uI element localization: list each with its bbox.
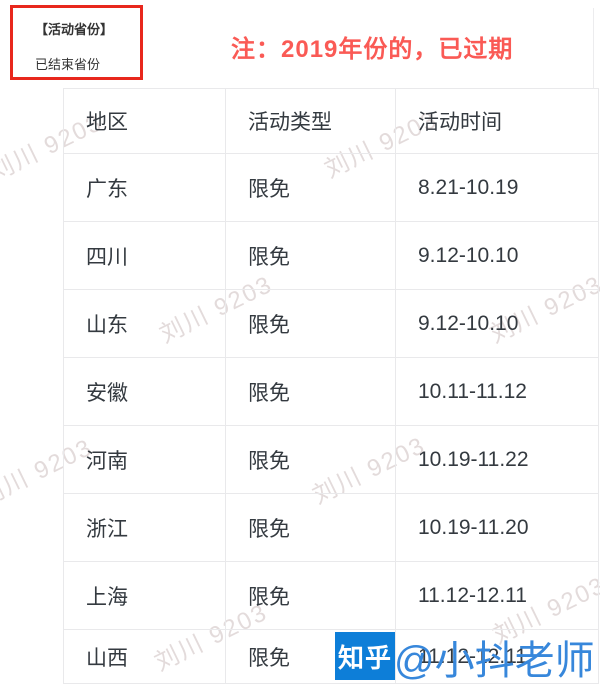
cell-type: 限免 <box>225 153 396 222</box>
highlight-box: 【活动省份】 已结束省份 <box>10 5 143 80</box>
header-activity-type: 活动类型 <box>225 88 396 154</box>
cell-time: 8.21-10.19 <box>395 153 599 222</box>
cell-time: 11.12-12.11 <box>395 561 599 630</box>
cell-region: 四川 <box>63 221 226 290</box>
cell-time: 10.19-11.20 <box>395 493 599 562</box>
cell-time: 11.12-12.11 <box>395 629 599 684</box>
zhihu-logo: 知乎 <box>335 632 395 680</box>
cell-type: 限免 <box>225 493 396 562</box>
header-region: 地区 <box>63 88 226 154</box>
table-row: 河南 限免 10.19-11.22 <box>63 425 599 494</box>
cell-type: 限免 <box>225 289 396 358</box>
activity-table-wrap: 地区 活动类型 活动时间 广东 限免 8.21-10.19 四川 限免 9.12… <box>63 88 599 684</box>
table-row: 山东 限免 9.12-10.10 <box>63 289 599 358</box>
cell-time: 9.12-10.10 <box>395 221 599 290</box>
cell-region: 安徽 <box>63 357 226 426</box>
cell-region: 浙江 <box>63 493 226 562</box>
table-row: 上海 限免 11.12-12.11 <box>63 561 599 630</box>
highlight-box-subtitle: 已结束省份 <box>35 57 101 72</box>
cell-time: 10.11-11.12 <box>395 357 599 426</box>
cell-type: 限免 <box>225 561 396 630</box>
table-row: 四川 限免 9.12-10.10 <box>63 221 599 290</box>
activity-table: 地区 活动类型 活动时间 广东 限免 8.21-10.19 四川 限免 9.12… <box>63 88 599 684</box>
note-text: 注：2019年份的，已过期 <box>231 36 514 63</box>
table-row: 安徽 限免 10.11-11.12 <box>63 357 599 426</box>
cell-region: 山西 <box>63 629 226 684</box>
cell-type: 限免 <box>225 357 396 426</box>
cell-type: 限免 <box>225 425 396 494</box>
cell-region: 广东 <box>63 153 226 222</box>
highlight-box-title: 【活动省份】 <box>35 22 114 37</box>
cell-time: 9.12-10.10 <box>395 289 599 358</box>
page-edge-line <box>593 8 594 88</box>
cell-region: 上海 <box>63 561 226 630</box>
table-row: 浙江 限免 10.19-11.20 <box>63 493 599 562</box>
zhihu-handle: @小抖老师 <box>394 639 595 683</box>
cell-region: 河南 <box>63 425 226 494</box>
cell-type: 限免 <box>225 221 396 290</box>
cell-time: 10.19-11.22 <box>395 425 599 494</box>
header-activity-time: 活动时间 <box>395 88 599 154</box>
table-row: 广东 限免 8.21-10.19 <box>63 153 599 222</box>
table-header-row: 地区 活动类型 活动时间 <box>63 88 599 154</box>
cell-region: 山东 <box>63 289 226 358</box>
